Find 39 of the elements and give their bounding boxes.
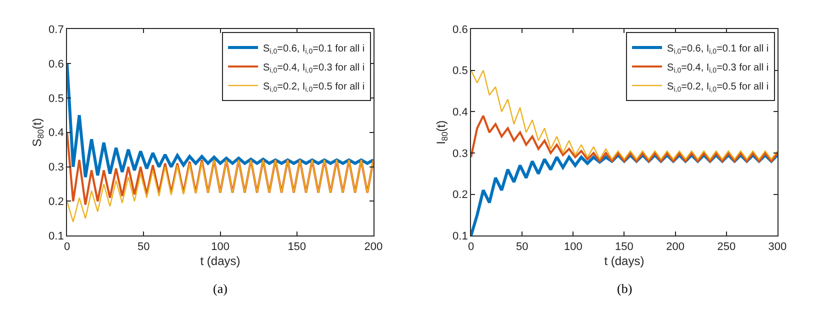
legend-label: S$_{i,0}$=0.6, I$_{i,0}$=0.1 for all i	[667, 43, 769, 56]
x-tick-label: 100	[564, 240, 582, 253]
y-tick-label: 0.2	[48, 196, 64, 208]
x-tick-label: 50	[138, 240, 150, 253]
y-tick-label: 0.5	[48, 92, 64, 105]
legend-label: S$_{i,0}$=0.2, I$_{i,0}$=0.5 for all i	[263, 81, 365, 94]
y-tick-label: 0.1	[48, 230, 64, 243]
y-tick-label: 0.6	[48, 58, 64, 70]
x-tick-label: 50	[516, 240, 528, 253]
y-tick-label: 0.3	[48, 162, 64, 174]
line-series	[471, 114, 778, 162]
x-tick-label: 0	[468, 240, 474, 253]
x-tick-label: 100	[211, 240, 230, 253]
x-tick-label: 0	[64, 240, 70, 253]
y-tick-label: 0.5	[452, 65, 468, 78]
x-tick-label: 250	[717, 240, 736, 253]
y-tick-label: 0.1	[452, 230, 468, 243]
text: (b)	[617, 281, 632, 296]
x-tick-label: 200	[364, 240, 383, 253]
x-axis-title: t (days)	[200, 254, 240, 268]
y-tick-label: 0.4	[48, 127, 64, 140]
line-series	[67, 159, 374, 222]
x-tick-label: 150	[615, 240, 634, 253]
x-tick-label: 300	[768, 240, 787, 253]
text: (a)	[213, 281, 228, 296]
line-series	[67, 62, 374, 179]
legend-label: S$_{i,0}$=0.4, I$_{i,0}$=0.3 for all i	[263, 62, 365, 74]
y-tick-label: 0.6	[452, 24, 468, 36]
legend-label: S$_{i,0}$=0.6, I$_{i,0}$=0.1 for all i	[263, 43, 365, 56]
y-tick-label: 0.4	[452, 106, 468, 119]
legend-label: S$_{i,0}$=0.4, I$_{i,0}$=0.3 for all i	[667, 62, 769, 74]
y-tick-label: 0.3	[452, 148, 468, 160]
y-tick-label: 0.2	[452, 189, 468, 202]
line-series	[67, 131, 374, 206]
y-tick-label: 0.7	[48, 24, 64, 36]
x-tick-label: 150	[288, 240, 306, 253]
legend-label: S$_{i,0}$=0.2, I$_{i,0}$=0.5 for all i	[667, 81, 769, 94]
x-axis-title: t (days)	[604, 254, 644, 268]
x-tick-label: 200	[666, 240, 684, 253]
